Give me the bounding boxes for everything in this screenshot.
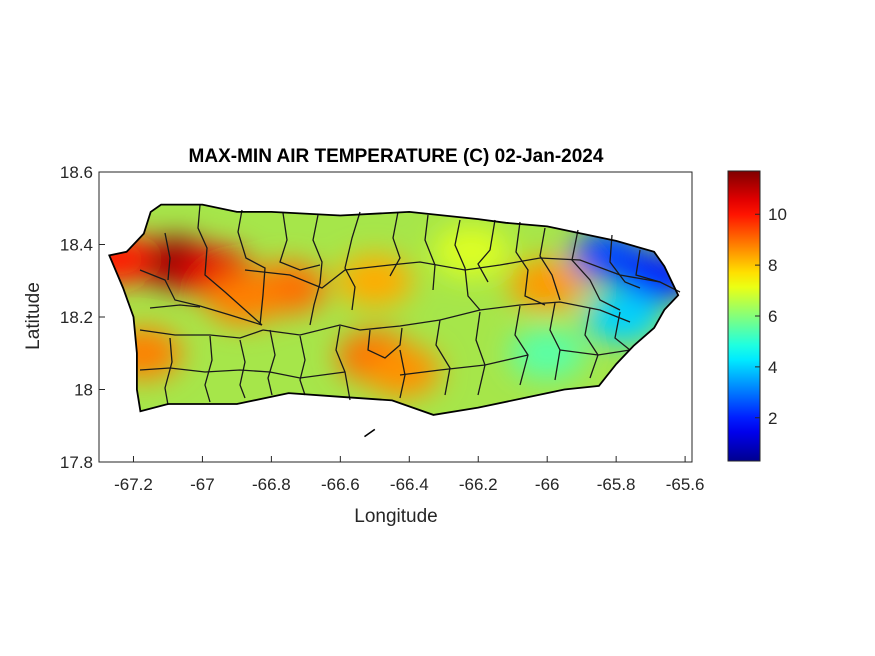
colorbar-ticks: 10 8 6 4 2 <box>755 205 787 428</box>
y-axis-label: Latitude <box>23 282 44 350</box>
x-tick-label: -65.8 <box>597 475 636 494</box>
chart-title: MAX-MIN AIR TEMPERATURE (C) 02-Jan-2024 <box>189 146 604 167</box>
x-tick-label: -66.4 <box>390 475 429 494</box>
x-tick-label: -66.8 <box>252 475 291 494</box>
colorbar-tick-label: 4 <box>768 358 777 377</box>
temperature-hotspot-2 <box>109 233 155 285</box>
colorbar <box>727 170 761 462</box>
x-axis: -67.2 -67 -66.8 -66.6 -66.4 -66.2 -66 -65.8 -65.… <box>114 456 704 494</box>
coastline <box>108 203 680 416</box>
x-tick-label: -66.2 <box>459 475 498 494</box>
y-tick-label: 18 <box>74 381 93 400</box>
y-tick-label: 18.2 <box>60 308 93 327</box>
temperature-field <box>109 204 679 415</box>
colorbar-tick-label: 10 <box>768 205 787 224</box>
temperature-hotspot-7 <box>364 345 441 398</box>
temperature-hotspot-4 <box>205 272 282 325</box>
x-axis-label: Longitude <box>354 506 437 527</box>
y-tick-label: 17.8 <box>60 453 93 472</box>
temperature-hotspot-5 <box>336 254 413 307</box>
y-tick-label: 18.4 <box>60 236 93 255</box>
islet <box>364 428 376 438</box>
y-axis: 18.6 18.4 18.2 18 17.8 <box>60 163 105 472</box>
colorbar-tick-label: 8 <box>768 256 777 275</box>
temperature-hotspot-11 <box>509 327 586 380</box>
temperature-hotspot-14 <box>585 291 662 343</box>
x-tick-label: -66.6 <box>321 475 360 494</box>
x-tick-label: -67.2 <box>114 475 153 494</box>
colorbar-tick-label: 2 <box>768 409 777 428</box>
y-tick-label: 18.6 <box>60 163 93 182</box>
municipal-boundaries <box>139 204 681 406</box>
x-tick-label: -67 <box>190 475 215 494</box>
colorbar-tick-label: 6 <box>768 307 777 326</box>
x-tick-label: -66 <box>535 475 560 494</box>
x-tick-label: -65.6 <box>666 475 705 494</box>
temperature-hotspot-10 <box>433 225 510 278</box>
